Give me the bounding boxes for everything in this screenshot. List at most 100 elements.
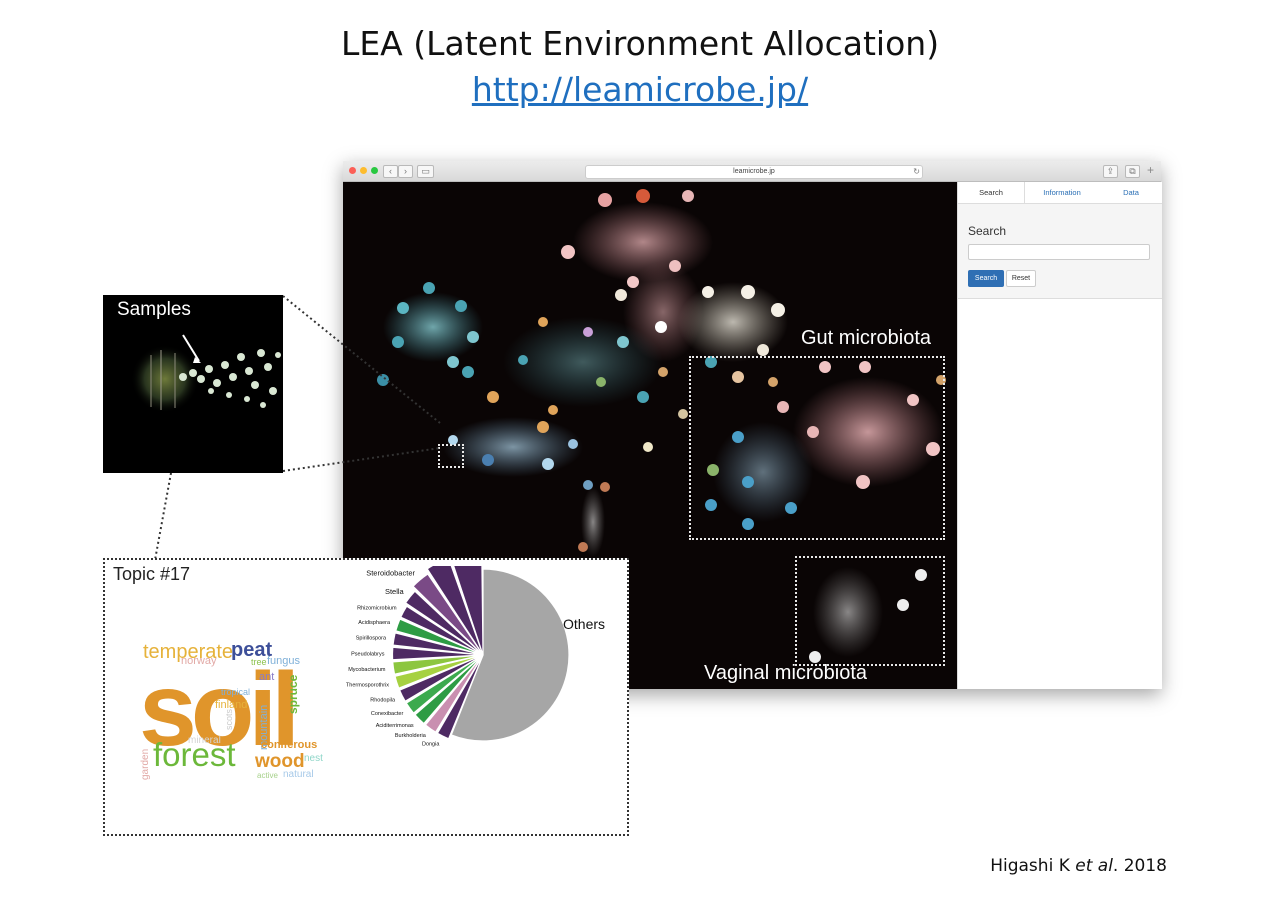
pie-slice-mycobacterium [392,654,484,675]
slide-title: LEA (Latent Environment Allocation) [340,24,940,63]
pie-label-aciditerrimonas: Aciditerrimonas [376,723,414,729]
pie-label-rhodopila: Rhodopila [370,697,396,703]
pie-slice-thermosporothrix [394,654,484,689]
browser-toolbar: ‹ › ▭ leamicrobe.jp ↻ ⇪ ⧉ + [343,161,1161,182]
search-heading: Search [968,224,1007,238]
word-mineral: mineral [188,735,221,746]
cluster-cream [615,282,788,362]
word-soil: soil [139,652,300,768]
gut-microbiota-label: Gut microbiota [801,327,932,349]
pie-slice-rhodopila [398,654,484,703]
pie-label-dongia: Dongia [422,741,440,747]
pie-label-burkholderia: Burkholderia [395,733,427,739]
pie-label-stella: Stella [385,587,405,596]
pie-label-spirillospora: Spirillospora [356,636,387,642]
tab-information[interactable]: Information [1043,188,1081,197]
word-forest: forest [153,736,236,773]
address-bar[interactable]: leamicrobe.jp ↻ [585,165,923,179]
panel-tabs: Search Information Data [958,182,1162,204]
reload-icon[interactable]: ↻ [913,167,920,176]
lea-website-link[interactable]: http://leamicrobe.jp/ [471,70,809,109]
pie-slice-steroidobacter [412,573,484,656]
minimize-window-icon[interactable] [360,167,367,174]
vaginal-microbiota-box [795,556,945,666]
tabs-overview-icon[interactable]: ⧉ [1125,165,1140,178]
citation-etal: et al [1075,856,1113,876]
forward-icon[interactable]: › [398,165,413,178]
pie-label-mycobacterium: Mycobacterium [348,667,386,673]
pie-slice-others [450,568,570,742]
pie-label-thermosporothrix: Thermosporothrix [346,683,389,689]
search-section: Search Search Reset [958,204,1162,299]
word-coniferous: coniferous [261,739,318,751]
word-fungus: fungus [267,655,301,667]
word-nest: nest [304,753,323,764]
pie-label-rhizomicrobium: Rhizomicrobium [357,606,397,612]
pie-label-pseudolabrys: Pseudolabrys [351,651,385,657]
samples-label: Samples [117,299,191,320]
reset-button[interactable]: Reset [1006,270,1036,287]
word-cloud: soil temperate peat norway tree fungus a… [133,630,343,790]
samples-inset: Samples [103,295,283,473]
sidebar-toggle-icon[interactable]: ▭ [417,165,434,178]
new-tab-icon[interactable]: + [1147,163,1155,177]
samples-zoom-marker [438,444,464,468]
search-input[interactable] [968,244,1150,260]
search-button[interactable]: Search [968,270,1004,287]
pie-label-acidisphaera: Acidisphaera [358,620,391,626]
pie-slice-dongia [436,654,484,740]
close-window-icon[interactable] [349,167,356,174]
pie-slice-stella [404,590,484,656]
cluster-vaginal [809,567,927,663]
word-wood: wood [255,751,305,772]
side-panel: Search Information Data Search Search Re… [957,182,1162,689]
tab-search[interactable]: Search [958,182,1025,203]
topic-panel: Topic #17 soil temperate peat norway tre… [103,558,629,836]
pie-label-steroidobacter: Steroidobacter [366,569,415,578]
topic-label: Topic #17 [113,564,191,584]
cluster-gut [705,361,946,530]
pie-slice-burkholderia [424,654,484,733]
citation: Higashi K et al. 2018 [990,856,1167,876]
word-temperate: temperate [143,641,234,663]
word-natural: natural [283,769,314,780]
share-icon[interactable]: ⇪ [1103,165,1118,178]
vaginal-microbiota-label: Vaginal microbiota [704,662,868,684]
word-spruce: spruce [286,674,300,714]
gut-microbiota-box [689,356,945,540]
pie-slice-pseudolabrys [391,646,484,661]
cluster-brown-small [578,482,610,557]
cluster-center-mixed [462,317,744,419]
cluster-left-cyan [377,282,483,386]
word-peat: peat [231,639,273,661]
pie-slice-bradyrhizobium [426,566,484,656]
maximize-window-icon[interactable] [371,167,378,174]
pie-slice-conexibacter [405,654,484,714]
cluster-lower-blue [443,417,653,490]
pie-slice-aciditerrimonas [414,654,484,725]
citation-year: . 2018 [1112,856,1167,876]
word-tropical: tropical [221,687,251,697]
pie-slice-acidisphaera [395,618,484,656]
back-icon[interactable]: ‹ [383,165,398,178]
pie-label-conexibacter: Conexibacter [371,711,404,717]
genus-pie-chart: Others Dongia Burkholderia Aciditerrimonas C… [346,566,605,747]
word-scots: scots [224,708,234,730]
word-norway: norway [181,655,217,667]
word-garden: garden [140,748,151,780]
pie-slice-rhodoplanes [453,566,484,656]
pie-slice-spirillospora [392,632,484,656]
word-active: active [257,771,278,780]
word-tree: tree [251,657,267,667]
word-finland: finland [215,699,248,711]
slide-url: http://leamicrobe.jp/ [0,70,1280,109]
pie-label-others: Others [563,616,605,632]
citation-author: Higashi K [990,856,1076,876]
word-ant: ant [259,671,275,683]
tab-data[interactable]: Data [1123,188,1139,197]
samples-inset-image [131,334,281,413]
pie-slice-rhizomicrobium [399,605,484,656]
sample-map-svg [377,189,946,663]
address-text: leamicrobe.jp [733,168,775,175]
